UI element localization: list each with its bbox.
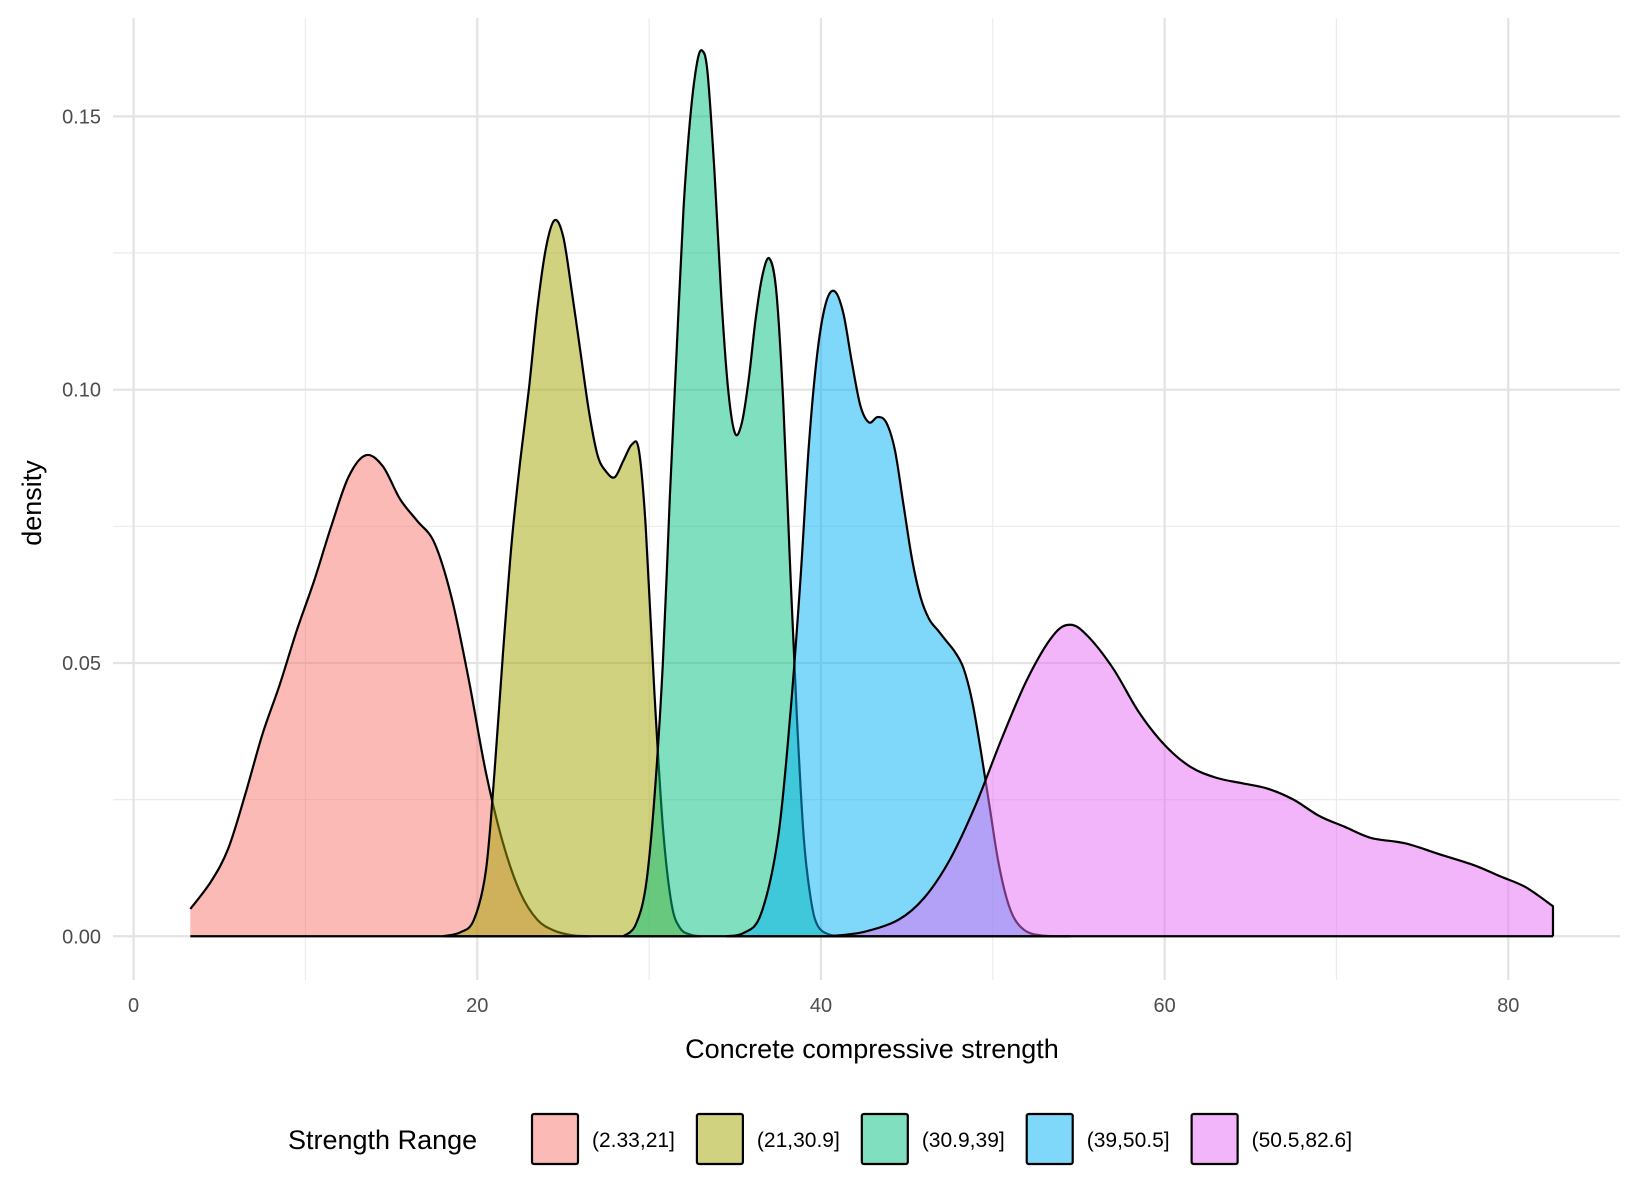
legend-key — [1025, 1112, 1074, 1166]
legend-key — [530, 1112, 580, 1166]
legend-label: (2.33,21] — [592, 1129, 675, 1152]
legend-label: (50.5,82.6] — [1252, 1129, 1352, 1152]
density-area-fill — [442, 219, 701, 937]
legend-key — [860, 1112, 909, 1166]
legend: Strength Range (2.33,21] (21,30.9] (30.9,3… — [288, 1112, 1352, 1166]
density-area-fill — [829, 624, 1553, 937]
density-area-fill — [190, 454, 589, 937]
legend-label: (21,30.9] — [757, 1129, 840, 1152]
x-tick-label: 80 — [1497, 995, 1519, 1017]
density-outline — [829, 623, 1555, 938]
legend-title: Strength Range — [288, 1125, 477, 1155]
x-axis-tick-labels: 0 20 40 60 80 — [128, 995, 1519, 1017]
x-tick-label: 60 — [1154, 995, 1176, 1017]
legend-items: (2.33,21] (21,30.9] (30.9,39] (39,50.5] (50.… — [530, 1112, 1352, 1166]
density-series-layer — [189, 49, 1555, 938]
legend-item-3: (30.9,39] — [860, 1112, 1005, 1166]
legend-label: (39,50.5] — [1087, 1129, 1170, 1152]
y-tick-label: 0.00 — [62, 926, 101, 948]
x-tick-label: 40 — [810, 995, 832, 1017]
legend-key — [695, 1112, 745, 1166]
y-axis-tick-labels: 0.00 0.05 0.10 0.15 — [62, 106, 101, 948]
density-series-5 — [829, 623, 1555, 938]
x-tick-label: 0 — [128, 995, 139, 1017]
legend-item-1: (2.33,21] — [530, 1112, 675, 1166]
y-axis-title: density — [17, 460, 47, 546]
legend-item-2: (21,30.9] — [695, 1112, 840, 1166]
legend-key — [1190, 1112, 1239, 1166]
x-axis-title: Concrete compressive strength — [685, 1034, 1059, 1064]
density-outline — [442, 218, 701, 938]
legend-label: (30.9,39] — [922, 1129, 1005, 1152]
x-tick-label: 20 — [466, 995, 488, 1017]
legend-item-5: (50.5,82.6] — [1190, 1112, 1352, 1166]
y-tick-label: 0.05 — [62, 653, 101, 675]
legend-item-4: (39,50.5] — [1025, 1112, 1170, 1166]
y-tick-label: 0.10 — [62, 380, 101, 402]
y-tick-label: 0.15 — [62, 106, 101, 128]
